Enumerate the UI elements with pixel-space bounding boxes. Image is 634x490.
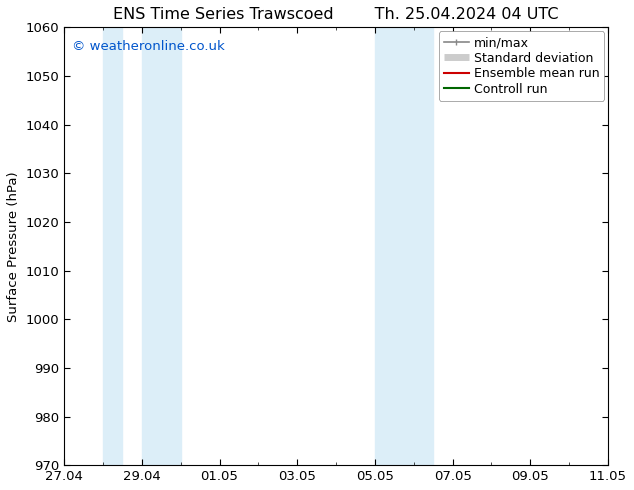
Legend: min/max, Standard deviation, Ensemble mean run, Controll run: min/max, Standard deviation, Ensemble me… [439,31,604,100]
Bar [414,27,433,465]
Text: © weatheronline.co.uk: © weatheronline.co.uk [72,40,225,53]
Bar [103,27,122,465]
Y-axis label: Surface Pressure (hPa): Surface Pressure (hPa) [7,171,20,321]
Bar [375,27,414,465]
Title: ENS Time Series Trawscoed        Th. 25.04.2024 04 UTC: ENS Time Series Trawscoed Th. 25.04.2024… [113,7,559,22]
Bar [142,27,181,465]
